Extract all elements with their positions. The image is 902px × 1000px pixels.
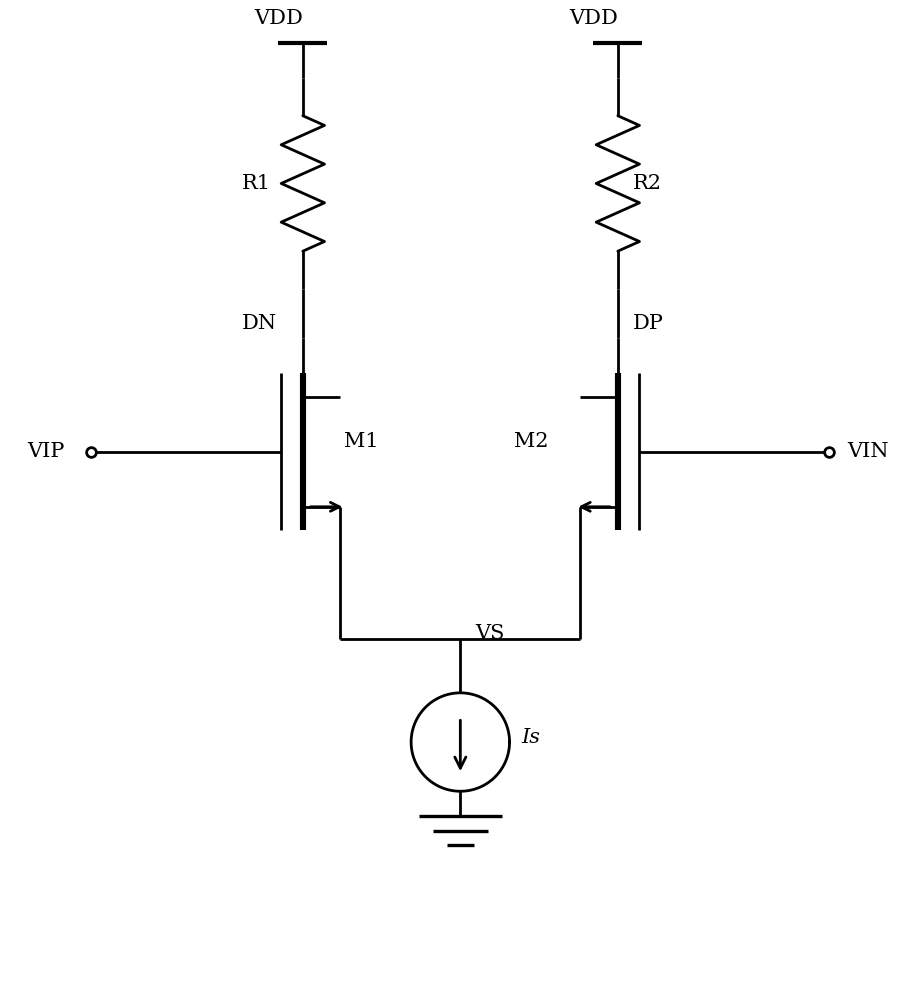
Text: Is: Is xyxy=(520,728,539,747)
Text: VIN: VIN xyxy=(846,442,888,461)
Text: DP: DP xyxy=(632,314,663,333)
Text: M1: M1 xyxy=(344,432,378,451)
Text: M2: M2 xyxy=(514,432,548,451)
Text: R2: R2 xyxy=(632,174,661,193)
Text: VIP: VIP xyxy=(27,442,65,461)
Text: R1: R1 xyxy=(242,174,271,193)
Text: VS: VS xyxy=(474,624,504,643)
Text: DN: DN xyxy=(242,314,277,333)
Text: VDD: VDD xyxy=(568,9,617,28)
Text: VDD: VDD xyxy=(253,9,302,28)
